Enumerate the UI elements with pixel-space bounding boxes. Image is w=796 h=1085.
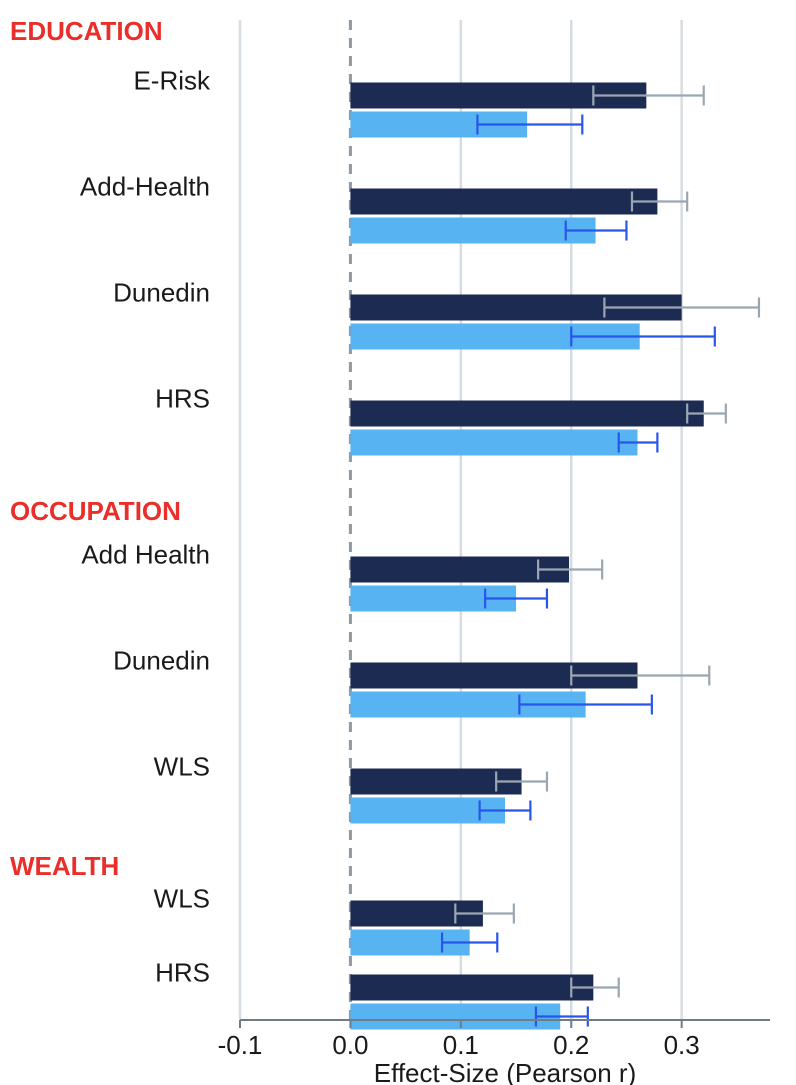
x-tick-label: 0.1 xyxy=(443,1030,479,1060)
row-label: E-Risk xyxy=(133,66,211,96)
bar-light xyxy=(350,430,637,456)
row-label: Dunedin xyxy=(113,646,210,676)
x-axis-label: Effect-Size (Pearson r) xyxy=(374,1058,637,1085)
section-header: WEALTH xyxy=(10,851,119,881)
bar-light xyxy=(350,218,595,244)
row-label: HRS xyxy=(155,384,210,414)
bar-light xyxy=(350,1004,560,1030)
row-label: WLS xyxy=(154,752,210,782)
row-label: HRS xyxy=(155,958,210,988)
effect-size-chart: EDUCATION E-Risk Add-Health Dunedin HRS OCCUP… xyxy=(0,0,796,1085)
row-label: Add-Health xyxy=(80,172,210,202)
x-tick-label: -0.1 xyxy=(218,1030,263,1060)
bar-dark xyxy=(350,189,657,215)
row-label: WLS xyxy=(154,884,210,914)
chart-svg: EDUCATION E-Risk Add-Health Dunedin HRS OCCUP… xyxy=(0,0,796,1085)
section-header: OCCUPATION xyxy=(10,496,181,526)
row-label: Add Health xyxy=(81,540,210,570)
bar-dark xyxy=(350,401,703,427)
section-header: EDUCATION xyxy=(10,16,163,46)
x-tick-label: 0.2 xyxy=(553,1030,589,1060)
x-tick-label: 0.0 xyxy=(332,1030,368,1060)
bar-dark xyxy=(350,975,593,1001)
x-tick-label: 0.3 xyxy=(664,1030,700,1060)
row-label: Dunedin xyxy=(113,278,210,308)
bar-dark xyxy=(350,557,569,583)
